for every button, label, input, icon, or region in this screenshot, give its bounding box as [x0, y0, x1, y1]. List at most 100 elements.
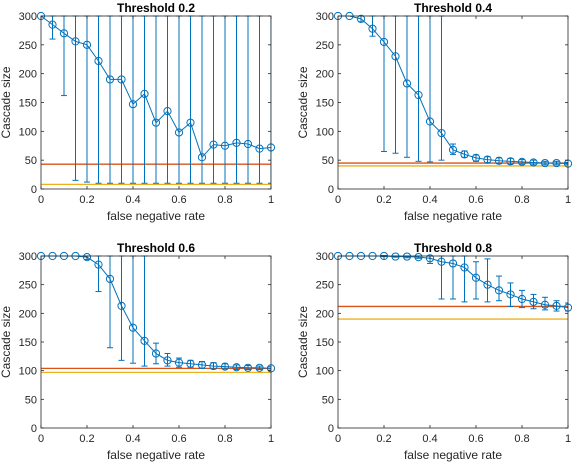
data-point	[379, 37, 389, 47]
x-axis-label: false negative rate	[404, 448, 502, 462]
x-tick-label: 0	[335, 433, 341, 445]
data-point	[448, 145, 458, 154]
y-tick-label: 300	[316, 251, 334, 263]
x-tick-label: 0.4	[422, 433, 437, 445]
data-point	[232, 138, 241, 147]
data-point	[220, 362, 230, 371]
data-point	[140, 89, 149, 98]
data-point	[540, 158, 550, 168]
y-axis-label: Cascade size	[296, 306, 310, 378]
data-point	[494, 286, 504, 295]
data-point	[437, 128, 446, 138]
y-tick-label: 100	[316, 366, 334, 378]
plot-area	[41, 256, 271, 428]
data-point	[529, 158, 538, 167]
error-bar	[484, 258, 491, 303]
data-point	[506, 157, 515, 166]
x-tick-label: 0.8	[217, 194, 232, 206]
error-bar	[565, 161, 568, 166]
y-axis-label: Cascade size	[0, 306, 13, 378]
x-tick-label: 0.6	[468, 433, 483, 445]
x-tick-label: 0.4	[125, 433, 140, 445]
x-tick-label: 0.6	[468, 194, 483, 206]
data-point	[255, 363, 264, 372]
data-point	[391, 252, 400, 261]
data-point	[220, 141, 230, 150]
data-point	[448, 259, 458, 268]
y-tick-label: 200	[316, 69, 334, 81]
x-tick-label: 0.8	[217, 433, 232, 445]
data-point	[414, 90, 423, 100]
data-point	[391, 52, 400, 61]
data-point	[402, 252, 412, 261]
data-point	[151, 349, 161, 358]
x-tick-label: 0.2	[376, 433, 391, 445]
data-point	[117, 75, 126, 84]
y-tick-label: 200	[316, 308, 334, 320]
y-tick-label: 300	[19, 11, 37, 23]
x-tick-label: 0.2	[376, 194, 391, 206]
data-point	[483, 155, 492, 164]
plot-data	[338, 15, 568, 167]
x-tick-label: 1	[565, 433, 571, 445]
chart-title: Threshold 0.6	[117, 241, 195, 255]
data-point	[517, 157, 527, 166]
y-tick-label: 50	[25, 155, 37, 167]
y-axis-label: Cascade size	[296, 66, 310, 138]
data-point	[402, 79, 412, 88]
y-tick-label: 0	[328, 184, 334, 196]
data-point	[197, 360, 207, 370]
y-tick-label: 150	[19, 98, 37, 110]
y-tick-label: 100	[316, 126, 334, 138]
chart-panel-1: 0 0.2 0.4 0.6 0.8 1 0 50 100 150 200 250 300 Threshol…	[0, 1, 276, 223]
data-point	[460, 150, 469, 159]
x-tick-label: 0.6	[171, 194, 186, 206]
y-tick-label: 50	[322, 155, 334, 167]
data-point	[471, 273, 481, 282]
y-tick-label: 200	[19, 308, 37, 320]
data-point	[552, 158, 561, 168]
data-point	[243, 139, 253, 149]
y-tick-label: 50	[25, 394, 37, 406]
y-tick-label: 200	[19, 69, 37, 81]
chart-title: Threshold 0.8	[414, 241, 492, 255]
data-point	[82, 40, 92, 49]
y-tick-label: 50	[322, 394, 334, 406]
data-point	[255, 144, 264, 153]
x-tick-label: 0	[38, 194, 44, 206]
y-tick-label: 150	[316, 98, 334, 110]
chart-title: Threshold 0.4	[414, 1, 492, 15]
y-tick-label: 250	[316, 280, 334, 292]
data-point	[232, 363, 241, 372]
data-point	[425, 254, 435, 263]
x-tick-label: 0.8	[514, 433, 529, 445]
chart-panel-4: 0 0.2 0.4 0.6 0.8 1 0 50 100 150 200 250 300 Threshol…	[296, 241, 572, 462]
data-point	[460, 263, 469, 272]
data-point	[117, 301, 126, 310]
y-tick-label: 250	[316, 40, 334, 52]
data-point	[174, 128, 184, 137]
y-tick-label: 150	[19, 337, 37, 349]
y-tick-label: 300	[316, 11, 334, 23]
data-point	[243, 363, 253, 372]
y-axis-label: Cascade size	[0, 66, 13, 138]
data-point	[105, 75, 115, 84]
data-point	[506, 290, 515, 299]
y-tick-label: 250	[19, 280, 37, 292]
data-point	[186, 359, 195, 368]
data-point	[425, 117, 435, 126]
y-tick-label: 0	[31, 184, 37, 196]
y-tick-label: 250	[19, 40, 37, 52]
x-tick-label: 1	[268, 194, 274, 206]
x-tick-label: 0	[38, 433, 44, 445]
y-tick-label: 100	[19, 126, 37, 138]
data-point	[471, 153, 481, 162]
error-bar	[473, 261, 479, 300]
data-point	[94, 260, 103, 269]
error-bar	[542, 296, 548, 311]
data-point	[59, 29, 69, 38]
data-point	[529, 297, 538, 306]
chart-panel-2: 0 0.2 0.4 0.6 0.8 1 0 50 100 150 200 250 300 Threshol…	[296, 1, 572, 223]
x-tick-label: 1	[565, 194, 571, 206]
